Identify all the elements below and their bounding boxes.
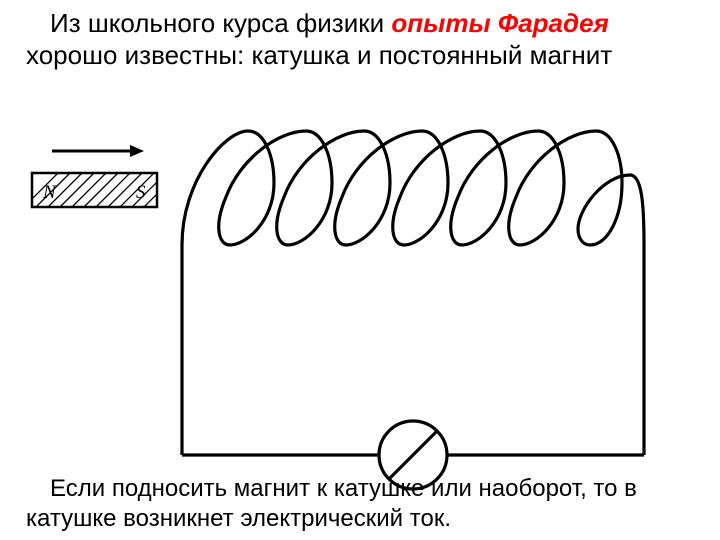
faraday-diagram: N S	[30, 125, 690, 495]
intro-text-a: Из школьного курса физики	[50, 8, 391, 38]
motion-arrow-icon	[52, 145, 144, 157]
caption-paragraph: Если подносить магнит к катушке или наоб…	[26, 474, 700, 534]
coil-icon	[182, 131, 644, 245]
circuit-icon	[182, 245, 644, 489]
intro-text-b: хорошо известны: катушка и постоянный ма…	[26, 40, 612, 70]
diagram-svg: N S	[30, 125, 690, 495]
caption-text: Если подносить магнит к катушке или наоб…	[26, 475, 637, 532]
intro-highlight: опыты Фарадея	[391, 8, 608, 38]
magnet-pole-n: N	[42, 182, 57, 203]
bar-magnet-icon: N S	[30, 173, 178, 207]
intro-paragraph: Из школьного курса физики опыты Фарадея …	[26, 8, 700, 71]
magnet-pole-s: S	[136, 182, 146, 203]
